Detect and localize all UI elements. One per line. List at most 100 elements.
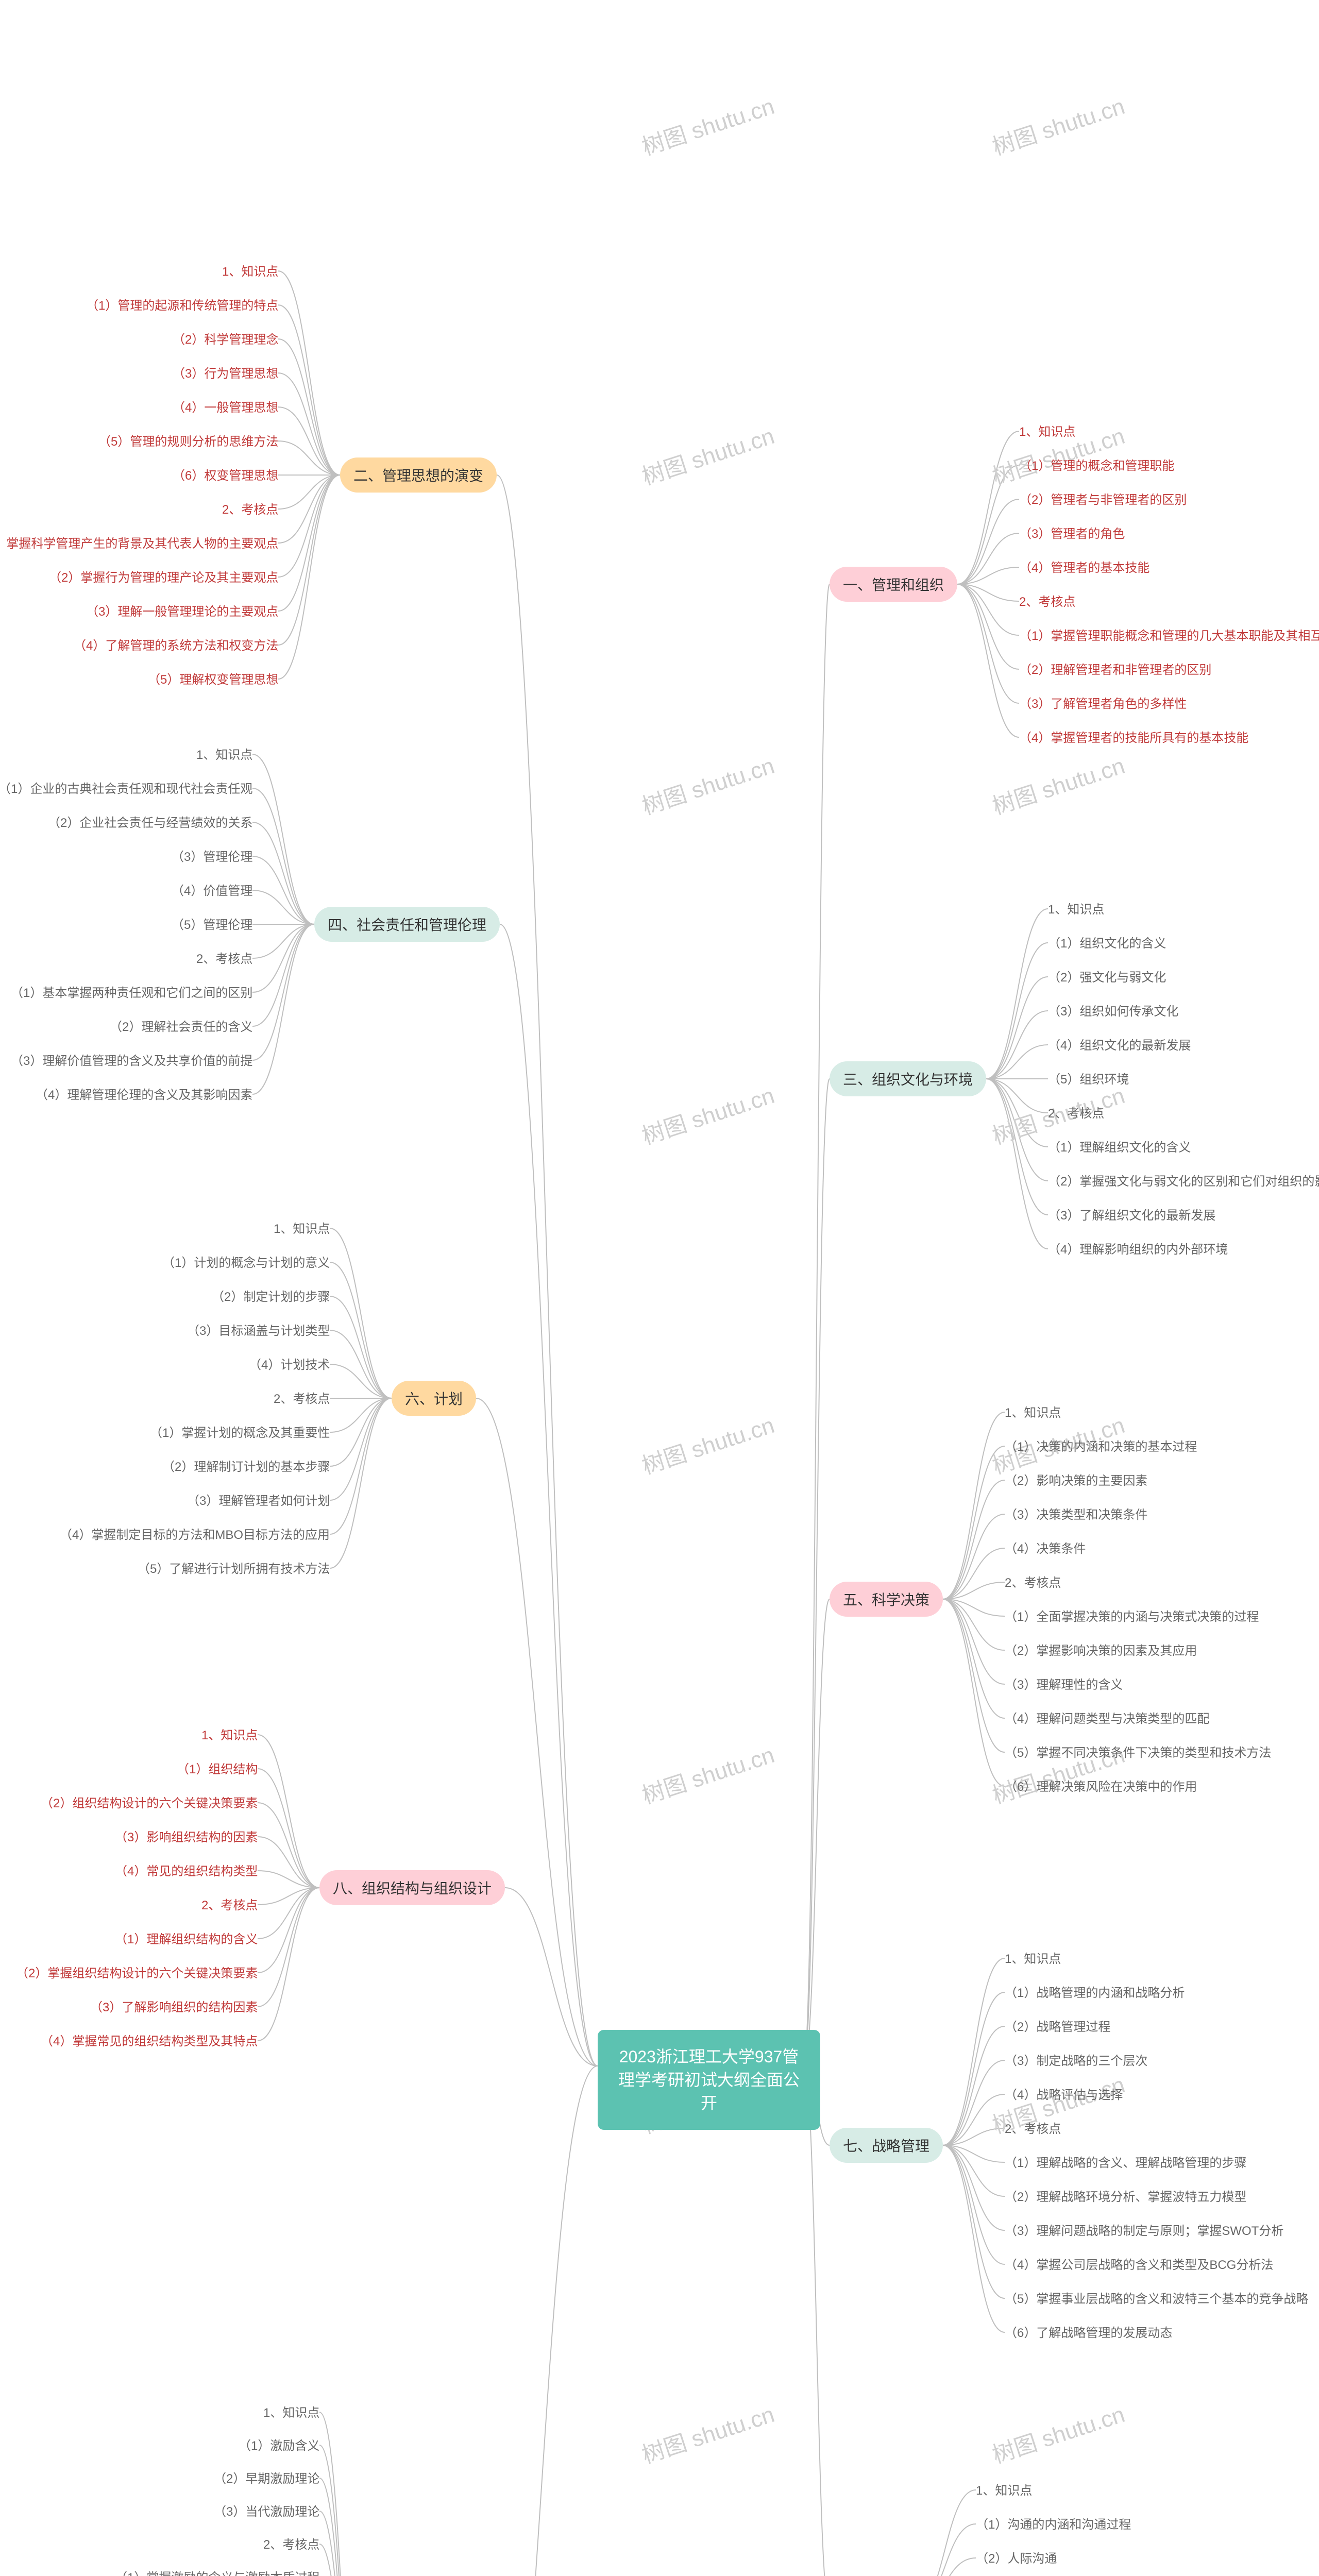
leaf-node[interactable]: 1、知识点: [1005, 1951, 1061, 1967]
leaf-node[interactable]: 1、知识点: [1019, 424, 1075, 440]
leaf-node[interactable]: （1）掌握激励的含义与激励本质过程: [115, 2570, 319, 2576]
leaf-node[interactable]: （6）了解战略管理的发展动态: [1005, 2325, 1172, 2341]
leaf-node[interactable]: （2）人际沟通: [976, 2551, 1057, 2567]
leaf-node[interactable]: 2、考核点: [201, 1897, 258, 1913]
leaf-node[interactable]: 2、考核点: [222, 502, 278, 518]
leaf-node[interactable]: （3）理解一般管理理论的主要观点: [86, 604, 278, 620]
leaf-node[interactable]: 1、知识点: [263, 2405, 319, 2421]
leaf-node[interactable]: （2）掌握影响决策的因素及其应用: [1005, 1643, 1197, 1659]
leaf-node[interactable]: （3）当代激励理论: [214, 2504, 319, 2520]
leaf-node[interactable]: （3）管理伦理: [172, 849, 252, 865]
leaf-node[interactable]: （2）理解社会责任的含义: [110, 1019, 252, 1035]
leaf-node[interactable]: （2）掌握行为管理的理产论及其主要观点: [49, 570, 278, 586]
leaf-node[interactable]: （4）计划技术: [249, 1357, 330, 1373]
leaf-node[interactable]: （4）决策条件: [1005, 1541, 1086, 1557]
leaf-node[interactable]: （1）管理的起源和传统管理的特点: [86, 298, 278, 314]
leaf-node[interactable]: （1）组织结构: [177, 1761, 258, 1777]
leaf-node[interactable]: （4）管理者的基本技能: [1019, 560, 1149, 576]
leaf-node[interactable]: （2）企业社会责任与经营绩效的关系: [48, 815, 252, 831]
leaf-node[interactable]: （5）管理的规则分析的思维方法: [98, 434, 278, 450]
root-node[interactable]: 2023浙江理工大学937管理学考研初试大纲全面公开: [598, 2030, 820, 2130]
leaf-node[interactable]: （3）了解组织文化的最新发展: [1048, 1208, 1215, 1224]
leaf-node[interactable]: 2、考核点: [196, 951, 252, 967]
leaf-node[interactable]: （4）一般管理思想: [173, 400, 278, 416]
leaf-node[interactable]: （2）理解管理者和非管理者的区别: [1019, 662, 1211, 678]
leaf-node[interactable]: （1）掌握计划的概念及其重要性: [150, 1425, 330, 1441]
leaf-node[interactable]: （2）早期激励理论: [214, 2471, 319, 2487]
leaf-node[interactable]: （3）理解理性的含义: [1005, 1677, 1123, 1693]
leaf-node[interactable]: （1）理解组织文化的含义: [1048, 1140, 1191, 1156]
branch-node[interactable]: 七、战略管理: [830, 2128, 943, 2163]
leaf-node[interactable]: （4）战略评估与选择: [1005, 2087, 1123, 2103]
branch-node[interactable]: 八、组织结构与组织设计: [319, 1870, 505, 1905]
leaf-node[interactable]: （2）影响决策的主要因素: [1005, 1473, 1147, 1489]
leaf-node[interactable]: （2）管理者与非管理者的区别: [1019, 492, 1187, 508]
leaf-node[interactable]: （3）理解价值管理的含义及共享价值的前提: [11, 1053, 252, 1069]
leaf-node[interactable]: （4）理解管理伦理的含义及其影响因素: [36, 1087, 252, 1103]
leaf-node[interactable]: （4）组织文化的最新发展: [1048, 1038, 1191, 1054]
leaf-node[interactable]: （2）组织结构设计的六个关键决策要素: [41, 1795, 258, 1811]
leaf-node[interactable]: 1、知识点: [976, 2483, 1032, 2499]
leaf-node[interactable]: （1）全面掌握决策的内涵与决策式决策的过程: [1005, 1609, 1259, 1625]
leaf-node[interactable]: （1）理解组织结构的含义: [115, 1931, 258, 1947]
leaf-node[interactable]: （4）常见的组织结构类型: [115, 1863, 258, 1879]
leaf-node[interactable]: 1、知识点: [222, 264, 278, 280]
leaf-node[interactable]: （4）掌握管理者的技能所具有的基本技能: [1019, 730, 1248, 746]
leaf-node[interactable]: （2）制定计划的步骤: [212, 1289, 330, 1305]
leaf-node[interactable]: （5）掌握事业层战略的含义和波特三个基本的竞争战略: [1005, 2291, 1308, 2307]
leaf-node[interactable]: 1、知识点: [201, 1727, 258, 1743]
leaf-node[interactable]: （4）掌握公司层战略的含义和类型及BCG分析法: [1005, 2257, 1273, 2273]
leaf-node[interactable]: （5）掌握不同决策条件下决策的类型和技术方法: [1005, 1745, 1271, 1761]
leaf-node[interactable]: （4）掌握常见的组织结构类型及其特点: [41, 2033, 258, 2049]
leaf-node[interactable]: （1）战略管理的内涵和战略分析: [1005, 1985, 1185, 2001]
leaf-node[interactable]: （3）决策类型和决策条件: [1005, 1507, 1147, 1523]
leaf-node[interactable]: 1、知识点: [196, 747, 252, 763]
leaf-node[interactable]: （2）掌握组织结构设计的六个关键决策要素: [16, 1965, 258, 1981]
leaf-node[interactable]: （1）管理的概念和管理职能: [1019, 458, 1174, 474]
branch-node[interactable]: 六、计划: [392, 1381, 476, 1416]
leaf-node[interactable]: （4）价值管理: [172, 883, 252, 899]
branch-node[interactable]: 二、管理思想的演变: [340, 457, 497, 493]
leaf-node[interactable]: （1）基本掌握两种责任观和它们之间的区别: [11, 985, 252, 1001]
leaf-node[interactable]: （6）理解决策风险在决策中的作用: [1005, 1779, 1197, 1795]
leaf-node[interactable]: （1）计划的概念与计划的意义: [162, 1255, 330, 1271]
leaf-node[interactable]: （1）决策的内涵和决策的基本过程: [1005, 1439, 1197, 1455]
leaf-node[interactable]: 2、考核点: [1005, 2121, 1061, 2137]
leaf-node[interactable]: （3）制定战略的三个层次: [1005, 2053, 1147, 2069]
leaf-node[interactable]: （2）掌握强文化与弱文化的区别和它们对组织的影响: [1048, 1174, 1319, 1190]
leaf-node[interactable]: （1）理解战略的含义、理解战略管理的步骤: [1005, 2155, 1246, 2171]
leaf-node[interactable]: 1、知识点: [1005, 1405, 1061, 1421]
leaf-node[interactable]: （2）战略管理过程: [1005, 2019, 1110, 2035]
leaf-node[interactable]: （1）掌握管理职能概念和管理的几大基本职能及其相互关系: [1019, 628, 1319, 644]
leaf-node[interactable]: （5）组织环境: [1048, 1072, 1129, 1088]
leaf-node[interactable]: 2、考核点: [1005, 1575, 1061, 1591]
leaf-node[interactable]: （5）管理伦理: [172, 917, 252, 933]
leaf-node[interactable]: 2、考核点: [1048, 1106, 1104, 1122]
branch-node[interactable]: 四、社会责任和管理伦理: [314, 907, 500, 942]
leaf-node[interactable]: （5）理解权变管理思想: [148, 672, 278, 688]
leaf-node[interactable]: （3）理解管理者如何计划: [187, 1493, 330, 1509]
leaf-node[interactable]: （3）了解影响组织的结构因素: [90, 1999, 258, 2015]
leaf-node[interactable]: （4）理解问题类型与决策类型的匹配: [1005, 1711, 1209, 1727]
leaf-node[interactable]: （4）掌握制定目标的方法和MBO目标方法的应用: [60, 1527, 330, 1543]
leaf-node[interactable]: （3）理解问题战略的制定与原则；掌握SWOT分析: [1005, 2223, 1283, 2239]
leaf-node[interactable]: 2、考核点: [274, 1391, 330, 1407]
leaf-node[interactable]: （3）目标涵盖与计划类型: [187, 1323, 330, 1339]
leaf-node[interactable]: （1）掌握科学管理产生的背景及其代表人物的主要观点: [0, 536, 278, 552]
leaf-node[interactable]: （1）激励含义: [239, 2438, 319, 2454]
leaf-node[interactable]: （3）行为管理思想: [173, 366, 278, 382]
leaf-node[interactable]: （2）理解战略环境分析、掌握波特五力模型: [1005, 2189, 1246, 2205]
leaf-node[interactable]: （3）组织如何传承文化: [1048, 1004, 1178, 1020]
leaf-node[interactable]: （1）沟通的内涵和沟通过程: [976, 2517, 1131, 2533]
leaf-node[interactable]: 1、知识点: [274, 1221, 330, 1237]
leaf-node[interactable]: （1）企业的古典社会责任观和现代社会责任观: [0, 781, 252, 797]
leaf-node[interactable]: （6）权变管理思想: [173, 468, 278, 484]
branch-node[interactable]: 三、组织文化与环境: [830, 1061, 986, 1096]
leaf-node[interactable]: 2、考核点: [263, 2537, 319, 2553]
leaf-node[interactable]: （2）科学管理理念: [173, 332, 278, 348]
leaf-node[interactable]: （5）了解进行计划所拥有技术方法: [138, 1561, 330, 1577]
leaf-node[interactable]: 2、考核点: [1019, 594, 1075, 610]
leaf-node[interactable]: （3）影响组织结构的因素: [115, 1829, 258, 1845]
leaf-node[interactable]: （3）了解管理者角色的多样性: [1019, 696, 1187, 712]
leaf-node[interactable]: （3）管理者的角色: [1019, 526, 1125, 542]
